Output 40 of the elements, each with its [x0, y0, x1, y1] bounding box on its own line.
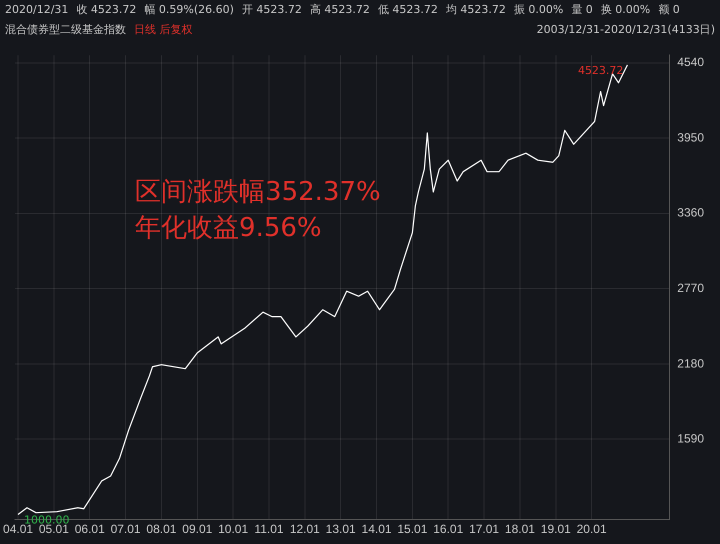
y-tick-label: 4540 — [677, 55, 704, 70]
x-tick-label: 05.01 — [38, 522, 70, 536]
x-tick-label: 15.01 — [397, 522, 428, 536]
y-tick-label: 2770 — [677, 280, 704, 295]
text: 换 0.00% — [600, 2, 650, 18]
x-tick-label: 17.01 — [469, 522, 500, 536]
text: 量 0 — [571, 2, 593, 18]
text: 高 4523.72 — [310, 2, 370, 18]
text: 2003/12/31-2020/12/31(4133日) — [536, 22, 715, 38]
x-tick-label: 18.01 — [504, 522, 536, 536]
annotation: 4523.72 — [578, 64, 624, 77]
annotation: 区间涨跌幅352.37% — [135, 176, 381, 207]
text: 额 0 — [658, 2, 680, 18]
x-tick-label: 12.01 — [290, 522, 320, 536]
text: 开 4523.72 — [242, 2, 302, 18]
x-tick-label: 08.01 — [146, 522, 177, 536]
x-tick-label: 14.01 — [362, 522, 392, 536]
x-tick-label: 06.01 — [74, 522, 106, 536]
x-tick-label: 20.01 — [576, 522, 607, 536]
text: 低 4523.72 — [378, 2, 438, 18]
y-tick-label: 3950 — [677, 130, 704, 144]
y-tick-label: 2180 — [677, 356, 704, 370]
x-tick-label: 07.01 — [110, 522, 141, 536]
text: 均 4523.72 — [446, 2, 506, 18]
x-tick-label: 11.01 — [254, 522, 284, 536]
x-tick-label: 09.01 — [182, 522, 213, 536]
text: 幅 0.59%(26.60) — [144, 2, 234, 18]
chart-title: 混合债券型二级基金指数 — [5, 22, 126, 38]
y-tick-label: 3360 — [677, 206, 704, 220]
x-tick-label: 13.01 — [326, 522, 356, 536]
x-tick-label: 16.01 — [433, 522, 464, 536]
x-tick-label: 19.01 — [540, 522, 572, 536]
text: 收 4523.72 — [76, 2, 136, 18]
chart-subtitle: 日线 后复权 — [134, 22, 192, 38]
x-tick-label: 10.01 — [218, 522, 248, 536]
y-tick-label: 1590 — [677, 432, 704, 446]
text: 2020/12/31 — [5, 2, 68, 18]
x-tick-label: 04.01 — [3, 522, 34, 536]
annotation: 年化收益9.56% — [135, 212, 322, 243]
text: 振 0.00% — [514, 2, 564, 18]
